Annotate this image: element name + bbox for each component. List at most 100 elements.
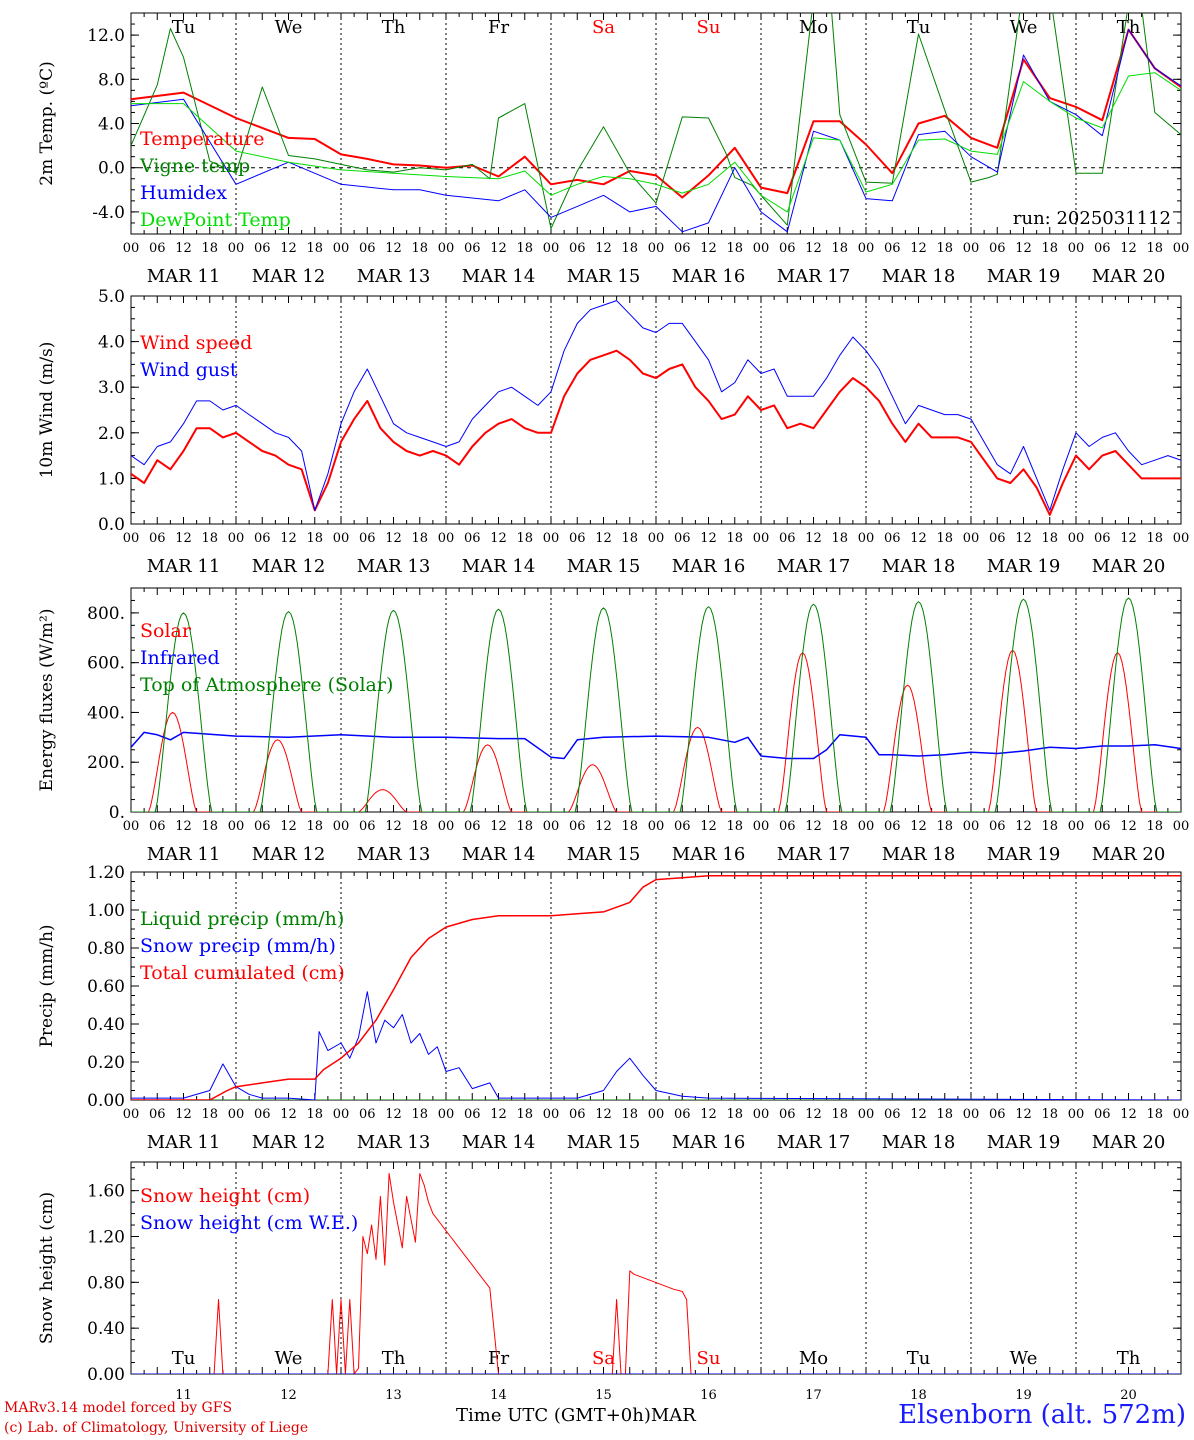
date-label: MAR 15: [567, 1132, 641, 1153]
legend-liquid-precip-mm-h: Liquid precip (mm/h): [140, 908, 344, 930]
hour-tick-label: 12: [280, 1107, 297, 1122]
hour-tick-label: 12: [1015, 819, 1032, 834]
panel-temp: -4.0 0.0 4.0 8.0 12.0 2m Temp. (ºC) 00 06 12 18 MA…: [37, 12, 1189, 287]
hour-tick-label: 00: [543, 819, 560, 834]
hour-tick-label: 00: [438, 819, 455, 834]
hour-tick-label: 12: [175, 531, 192, 546]
y-axis-title: Precip (mm/h): [37, 924, 57, 1047]
date-label: MAR 18: [882, 1132, 956, 1153]
hour-tick-label: 12: [700, 241, 717, 256]
series-line-infrared: [131, 731, 1181, 760]
hour-tick-label: 00: [753, 819, 770, 834]
y-tick-label: 4.0: [98, 115, 125, 135]
hour-tick-label: 06: [359, 531, 376, 546]
panel-snow: 0.00 0.40 0.80 1.20 1.60 Snow height (cm) 11 12…: [37, 1161, 1182, 1403]
hour-tick-label: 06: [884, 1107, 901, 1122]
date-label: MAR 14: [462, 556, 536, 577]
legend-wind-speed: Wind speed: [140, 332, 252, 354]
y-tick-label: 0.0: [98, 159, 125, 179]
hour-tick-label: 12: [910, 531, 927, 546]
weekday-label: We: [1010, 1348, 1038, 1369]
hour-tick-label: 06: [254, 819, 271, 834]
weekday-label: Fr: [488, 17, 509, 38]
hour-tick-label: 06: [149, 819, 166, 834]
series-group: [131, 13, 1181, 233]
credit-model: MARv3.14 model forced by GFS: [4, 1400, 233, 1416]
hour-tick-label: 00: [648, 531, 665, 546]
hour-tick-label: 00: [858, 1107, 875, 1122]
date-label: MAR 20: [1092, 556, 1166, 577]
y-tick-label: 0.80: [87, 1273, 125, 1293]
series-group: [131, 1173, 1181, 1374]
hour-tick-label: 00: [123, 531, 140, 546]
weekday-label: Th: [1117, 17, 1141, 38]
legend-wind-gust: Wind gust: [140, 359, 238, 381]
hour-tick-label: 18: [1041, 1107, 1058, 1122]
series-line-snow-precip-mm-h: [131, 991, 1181, 1100]
y-tick-label: 600.: [87, 654, 125, 674]
weekday-label: Th: [382, 17, 406, 38]
hour-tick-label: 00: [1173, 531, 1190, 546]
hour-tick-label: 12: [175, 241, 192, 256]
date-label: MAR 17: [777, 266, 851, 287]
hour-tick-label: 00: [963, 241, 980, 256]
day-number-label: 11: [175, 1388, 192, 1403]
weekday-label: Fr: [488, 1348, 509, 1369]
date-label: MAR 18: [882, 844, 956, 865]
date-label: MAR 12: [252, 266, 326, 287]
date-label: MAR 15: [567, 556, 641, 577]
hour-tick-label: 18: [1041, 819, 1058, 834]
hour-tick-label: 00: [1173, 1107, 1190, 1122]
hour-tick-label: 06: [149, 1107, 166, 1122]
hour-tick-label: 06: [569, 1107, 586, 1122]
hour-tick-label: 00: [858, 241, 875, 256]
hour-tick-label: 12: [805, 531, 822, 546]
date-label: MAR 11: [147, 556, 221, 577]
date-label: MAR 16: [672, 1132, 746, 1153]
day-number-label: 12: [280, 1388, 297, 1403]
hour-tick-label: 12: [490, 241, 507, 256]
hour-tick-label: 06: [1094, 531, 1111, 546]
station-name: Elsenborn (alt. 572m): [898, 1400, 1186, 1430]
hour-tick-label: 06: [569, 241, 586, 256]
plot-frame: [130, 871, 1182, 1101]
hour-tick-label: 00: [963, 819, 980, 834]
date-label: MAR 11: [147, 1132, 221, 1153]
y-tick-label: 0.00: [87, 1091, 125, 1111]
date-label: MAR 15: [567, 266, 641, 287]
hour-tick-label: 12: [385, 1107, 402, 1122]
hour-tick-label: 06: [254, 531, 271, 546]
hour-tick-label: 06: [254, 241, 271, 256]
day-number-label: 19: [1015, 1388, 1032, 1403]
date-label: MAR 13: [357, 556, 431, 577]
legend-humidex: Humidex: [140, 182, 227, 204]
y-tick-label: 1.20: [87, 863, 125, 883]
hour-tick-label: 12: [700, 819, 717, 834]
hour-tick-label: 12: [175, 819, 192, 834]
run-label: run: 2025031112: [1013, 208, 1171, 229]
weekday-label: Mo: [799, 17, 828, 38]
hour-tick-label: 18: [1041, 531, 1058, 546]
hour-tick-label: 06: [884, 531, 901, 546]
hour-tick-label: 00: [963, 531, 980, 546]
date-label: MAR 17: [777, 844, 851, 865]
legend-snow-precip-mm-h: Snow precip (mm/h): [140, 935, 336, 957]
legend-temperature: Temperature: [140, 128, 264, 150]
date-label: MAR 19: [987, 1132, 1061, 1153]
hour-tick-label: 18: [936, 241, 953, 256]
day-number-label: 13: [385, 1388, 402, 1403]
hour-tick-label: 18: [411, 1107, 428, 1122]
hour-tick-label: 18: [831, 1107, 848, 1122]
hour-tick-label: 00: [123, 241, 140, 256]
hour-tick-label: 00: [1068, 241, 1085, 256]
hour-tick-label: 00: [228, 531, 245, 546]
y-tick-label: 0.80: [87, 939, 125, 959]
y-tick-label: 0.40: [87, 1015, 125, 1035]
y-tick-label: 0.20: [87, 1053, 125, 1073]
hour-tick-label: 12: [1120, 1107, 1137, 1122]
hour-tick-label: 18: [726, 819, 743, 834]
legend-infrared: Infrared: [140, 647, 220, 669]
hour-tick-label: 00: [228, 1107, 245, 1122]
date-label: MAR 18: [882, 556, 956, 577]
